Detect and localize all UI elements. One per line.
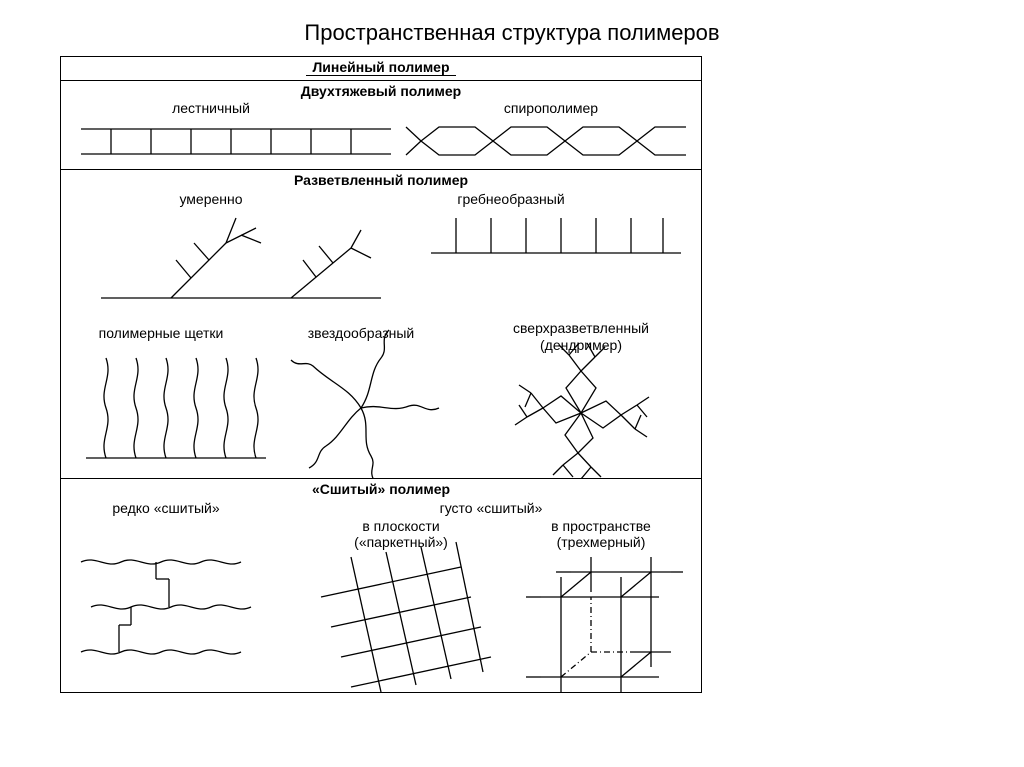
crosslinked-diagram: редко «сшитый» густо «сшитый» в плоскост… <box>61 497 701 692</box>
svg-text:в пространстве: в пространстве <box>551 518 651 534</box>
page-title: Пространственная структура полимеров <box>0 0 1024 56</box>
svg-text:полимерные щетки: полимерные щетки <box>99 325 224 341</box>
double-strand-diagram: лестничный спирополимер <box>61 99 701 169</box>
svg-text:сверхразветвленный: сверхразветвленный <box>513 320 649 336</box>
double-heading: Двухтяжевый полимер <box>61 81 701 99</box>
branched-diagram: умеренно гребнеобразный <box>61 188 701 478</box>
svg-text:гребнеобразный: гребнеобразный <box>457 191 564 207</box>
svg-text:звездообразный: звездообразный <box>308 325 415 341</box>
crosslinked-heading: «Сшитый» полимер <box>61 479 701 497</box>
linear-heading: Линейный полимер <box>61 57 701 75</box>
svg-text:редко «сшитый»: редко «сшитый» <box>112 500 220 516</box>
svg-text:(«паркетный»): («паркетный») <box>354 534 448 550</box>
svg-text:умеренно: умеренно <box>179 191 242 207</box>
diagram-frame: Линейный полимер Двухтяжевый полимер лес… <box>60 56 702 693</box>
svg-text:(трехмерный): (трехмерный) <box>557 534 646 550</box>
svg-text:лестничный: лестничный <box>172 100 250 116</box>
svg-text:спирополимер: спирополимер <box>504 100 598 116</box>
svg-text:(дендример): (дендример) <box>540 337 622 353</box>
svg-text:в плоскости: в плоскости <box>362 518 439 534</box>
svg-text:густо «сшитый»: густо «сшитый» <box>440 500 543 516</box>
branched-heading: Разветвленный полимер <box>61 170 701 188</box>
